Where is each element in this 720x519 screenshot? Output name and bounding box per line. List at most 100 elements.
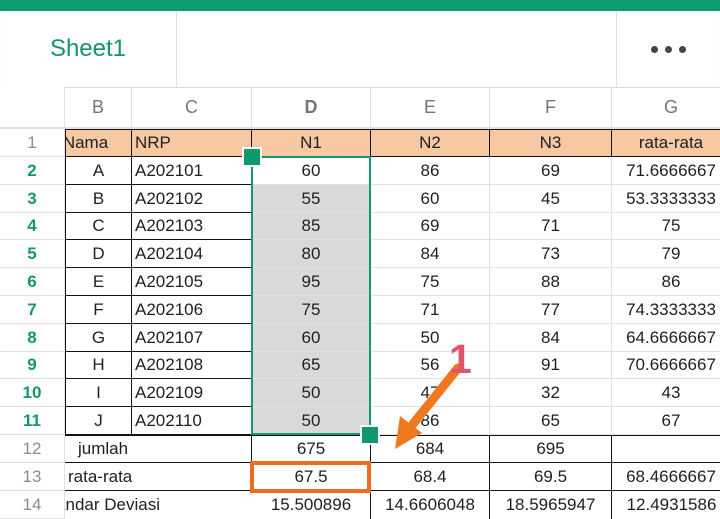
cell-E10[interactable]: 47 bbox=[371, 379, 490, 407]
cell-D13-highlighted[interactable]: 67.5 bbox=[252, 463, 371, 491]
column-header-E[interactable]: E bbox=[371, 87, 490, 128]
column-header-F[interactable]: F bbox=[490, 87, 612, 128]
cell-B1[interactable]: Nama bbox=[63, 129, 132, 157]
cell-C6[interactable]: A202105 bbox=[132, 268, 252, 296]
row-header-5[interactable]: 5 bbox=[0, 240, 65, 268]
cell-C5[interactable]: A202104 bbox=[132, 240, 252, 268]
cell-F13[interactable]: 69.5 bbox=[490, 463, 612, 491]
cell-E6[interactable]: 75 bbox=[371, 268, 490, 296]
cell-B7[interactable]: F bbox=[65, 296, 132, 324]
cell-D3[interactable]: 55 bbox=[252, 185, 371, 213]
cell-G12[interactable] bbox=[612, 435, 720, 463]
cell-B10[interactable]: I bbox=[65, 379, 132, 407]
cell-F5[interactable]: 73 bbox=[490, 240, 612, 268]
cell-G5[interactable]: 79 bbox=[612, 240, 720, 268]
cell-B9[interactable]: H bbox=[65, 352, 132, 379]
cell-B5[interactable]: D bbox=[65, 240, 132, 268]
cell-G6[interactable]: 86 bbox=[612, 268, 720, 296]
row-header-7[interactable]: 7 bbox=[0, 296, 65, 324]
cell-G7[interactable]: 74.3333333 bbox=[612, 296, 720, 324]
cell-B4[interactable]: C bbox=[65, 213, 132, 240]
cell-G9[interactable]: 70.6666667 bbox=[612, 352, 720, 379]
cell-E9[interactable]: 56 bbox=[371, 352, 490, 379]
cell-D7[interactable]: 75 bbox=[252, 296, 371, 324]
cell-D8[interactable]: 60 bbox=[252, 324, 371, 352]
cell-B6[interactable]: E bbox=[65, 268, 132, 296]
row-header-4[interactable]: 4 bbox=[0, 213, 65, 240]
cell-F2[interactable]: 69 bbox=[490, 157, 612, 185]
cell-B8[interactable]: G bbox=[65, 324, 132, 352]
cell-C4[interactable]: A202103 bbox=[132, 213, 252, 240]
cell-D9[interactable]: 65 bbox=[252, 352, 371, 379]
column-header-G[interactable]: G bbox=[612, 87, 720, 128]
cell-G11[interactable]: 67 bbox=[612, 407, 720, 435]
row-header-14[interactable]: 14 bbox=[0, 491, 65, 519]
cell-C2[interactable]: A202101 bbox=[132, 157, 252, 185]
cell-F4[interactable]: 71 bbox=[490, 213, 612, 240]
row-header-2[interactable]: 2 bbox=[0, 157, 65, 185]
cell-E5[interactable]: 84 bbox=[371, 240, 490, 268]
cell-F10[interactable]: 32 bbox=[490, 379, 612, 407]
cell-D1[interactable]: N1 bbox=[252, 129, 371, 157]
column-header-C[interactable]: C bbox=[132, 87, 252, 128]
cell-F14[interactable]: 18.5965947 bbox=[490, 491, 612, 519]
row-header-12[interactable]: 12 bbox=[0, 435, 65, 463]
cell-B14-standar-deviasi-label[interactable]: Standar Deviasi bbox=[40, 495, 161, 514]
row-header-11[interactable]: 11 bbox=[0, 407, 65, 435]
cell-D5[interactable]: 80 bbox=[252, 240, 371, 268]
row-header-8[interactable]: 8 bbox=[0, 324, 65, 352]
cell-G8[interactable]: 64.6666667 bbox=[612, 324, 720, 352]
cell-E14[interactable]: 14.6606048 bbox=[371, 491, 490, 519]
cell-D6[interactable]: 95 bbox=[252, 268, 371, 296]
cell-F12[interactable]: 695 bbox=[490, 435, 612, 463]
cell-E3[interactable]: 60 bbox=[371, 185, 490, 213]
cell-F8[interactable]: 84 bbox=[490, 324, 612, 352]
cell-F1[interactable]: N3 bbox=[490, 129, 612, 157]
cell-C3[interactable]: A202102 bbox=[132, 185, 252, 213]
row-header-6[interactable]: 6 bbox=[0, 268, 65, 296]
select-all-corner[interactable] bbox=[0, 87, 65, 128]
cell-G2[interactable]: 71.6666667 bbox=[612, 157, 720, 185]
cell-D12[interactable]: 675 bbox=[252, 435, 371, 463]
column-header-B[interactable]: B bbox=[65, 87, 132, 128]
cell-D4[interactable]: 85 bbox=[252, 213, 371, 240]
more-options-button[interactable] bbox=[616, 11, 720, 87]
row-header-3[interactable]: 3 bbox=[0, 185, 65, 213]
selection-fill-handle-bottom-right[interactable] bbox=[360, 425, 380, 445]
cell-E13[interactable]: 68.4 bbox=[371, 463, 490, 491]
row-header-1[interactable]: 1 bbox=[0, 129, 65, 157]
cell-E1[interactable]: N2 bbox=[371, 129, 490, 157]
cell-B11[interactable]: J bbox=[65, 407, 132, 435]
cell-C8[interactable]: A202107 bbox=[132, 324, 252, 352]
cell-B2[interactable]: A bbox=[65, 157, 132, 185]
row-header-9[interactable]: 9 bbox=[0, 352, 65, 379]
cell-G14[interactable]: 12.4931586 bbox=[626, 495, 717, 514]
cell-D14[interactable]: 15.500896 bbox=[252, 491, 371, 519]
cell-F3[interactable]: 45 bbox=[490, 185, 612, 213]
cell-C7[interactable]: A202106 bbox=[132, 296, 252, 324]
cell-D10[interactable]: 50 bbox=[252, 379, 371, 407]
cell-C1[interactable]: NRP bbox=[132, 129, 252, 157]
cell-E11[interactable]: 86 bbox=[371, 407, 490, 435]
cell-G4[interactable]: 75 bbox=[612, 213, 720, 240]
cell-F9[interactable]: 91 bbox=[490, 352, 612, 379]
cell-B13-rata-rata-label[interactable]: rata-rata bbox=[65, 463, 252, 491]
cell-G10[interactable]: 43 bbox=[612, 379, 720, 407]
cell-D2-active[interactable]: 60 bbox=[252, 157, 371, 185]
cell-E4[interactable]: 69 bbox=[371, 213, 490, 240]
cell-G1[interactable]: rata-rata bbox=[612, 129, 720, 157]
cell-B12-jumlah-label[interactable]: jumlah bbox=[65, 435, 252, 463]
cell-G13[interactable]: 68.4666667 bbox=[612, 463, 720, 491]
cell-F11[interactable]: 65 bbox=[490, 407, 612, 435]
cell-F6[interactable]: 88 bbox=[490, 268, 612, 296]
row-header-13[interactable]: 13 bbox=[0, 463, 65, 491]
cell-G3[interactable]: 53.3333333 bbox=[612, 185, 720, 213]
cell-C10[interactable]: A202109 bbox=[132, 379, 252, 407]
cell-C11[interactable]: A202110 bbox=[132, 407, 252, 435]
cell-F7[interactable]: 77 bbox=[490, 296, 612, 324]
sheet-tab-sheet1[interactable]: Sheet1 bbox=[0, 11, 176, 87]
cell-D11[interactable]: 50 bbox=[252, 407, 371, 435]
cell-E2[interactable]: 86 bbox=[371, 157, 490, 185]
column-header-D[interactable]: D bbox=[252, 87, 371, 128]
cell-C9[interactable]: A202108 bbox=[132, 352, 252, 379]
